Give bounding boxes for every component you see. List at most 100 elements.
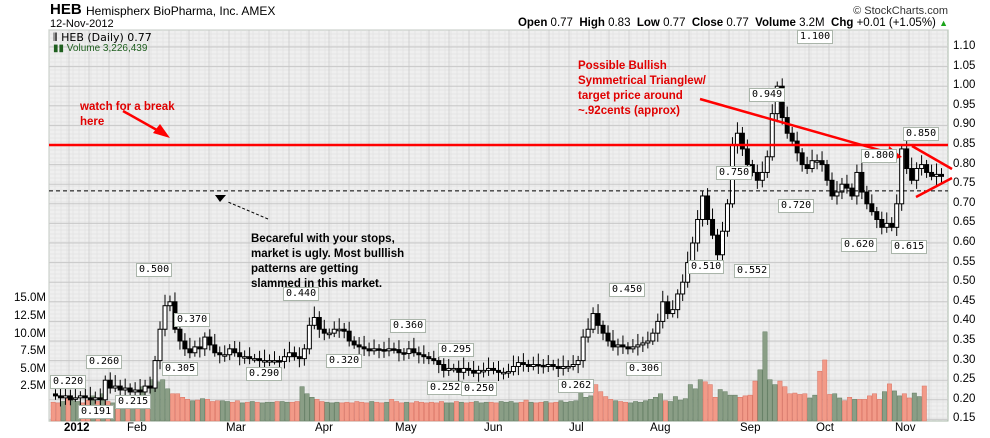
- price-callout: 0.260: [86, 355, 123, 369]
- price-callout: 0.250: [461, 382, 498, 396]
- price-callout: 0.306: [626, 362, 663, 376]
- price-callout: 0.191: [78, 405, 115, 419]
- volume-axis-tick: 15.0M: [14, 292, 46, 305]
- company-name: Hemispherx BioPharma, Inc. AMEX: [86, 4, 276, 18]
- y-axis-tick: 0.50: [953, 275, 976, 288]
- x-axis-tick: Mar: [226, 422, 246, 434]
- y-axis-tick: 0.65: [953, 216, 976, 229]
- annotation-line: ~.92cents (approx): [578, 105, 680, 117]
- price-callout: 0.220: [50, 375, 87, 389]
- price-callout: 0.800: [861, 149, 898, 163]
- volume-axis-tick: 12.5M: [14, 310, 46, 322]
- price-callout: 0.552: [734, 264, 771, 278]
- brand-watermark: © StockCharts.com: [853, 5, 948, 17]
- volume-legend: ▮▮ Volume 3,226,439: [53, 43, 147, 54]
- quote-summary: Open 0.77 High 0.83 Low 0.77 Close 0.77 …: [518, 17, 948, 29]
- annotation-line: target price around: [578, 90, 683, 102]
- up-arrow-icon: ▲: [939, 18, 948, 28]
- y-axis-tick: 0.40: [953, 314, 976, 327]
- y-axis-tick: 0.85: [953, 138, 976, 150]
- volume-axis-tick: 7.5M: [20, 345, 46, 358]
- x-axis-tick: Jul: [569, 422, 584, 434]
- price-callout: 0.215: [115, 395, 152, 409]
- annotation-line: slammed in this market.: [251, 278, 383, 290]
- price-callout: 0.262: [558, 379, 595, 393]
- y-axis-tick: 0.35: [953, 334, 976, 346]
- close-label: Close: [691, 17, 724, 29]
- volume-axis-tick: 2.5M: [20, 380, 46, 393]
- ticker-symbol: HEB: [50, 1, 82, 18]
- x-axis-tick: Aug: [650, 422, 671, 434]
- y-axis-tick: 0.80: [953, 157, 976, 170]
- close-value: 0.77: [726, 17, 749, 29]
- y-axis-tick: 1.00: [953, 79, 976, 92]
- price-callout: 0.720: [778, 199, 815, 213]
- y-axis-tick: 0.90: [953, 118, 976, 131]
- candle-legend-icon: ⫴: [53, 31, 58, 44]
- price-callout: 0.320: [326, 354, 363, 368]
- price-legend-text: HEB (Daily) 0.77: [61, 31, 152, 44]
- x-axis-tick: 2012: [64, 422, 90, 434]
- y-axis-tick: 0.30: [953, 353, 976, 366]
- x-axis-tick: Jun: [484, 422, 503, 434]
- annotation-bullish-triangle: Possible Bullish Symmetrical Trianglew/ …: [578, 59, 706, 119]
- annotation-line: market is ugly. Most bulllish: [251, 248, 405, 260]
- price-callout: 0.450: [609, 283, 646, 297]
- annotation-line: watch for a break: [80, 101, 175, 113]
- price-callout: 0.440: [283, 287, 320, 301]
- low-label: Low: [636, 17, 660, 29]
- y-axis-tick: 0.45: [953, 294, 976, 307]
- annotation-line: Possible Bullish: [578, 60, 667, 72]
- annotation-line: patterns are getting: [251, 263, 359, 275]
- price-callout: 0.949: [749, 88, 786, 102]
- chg-value: +0.01 (+1.05%): [856, 17, 936, 29]
- chart-date: 12-Nov-2012: [50, 18, 114, 30]
- x-axis-tick: Nov: [895, 422, 916, 434]
- price-callout: 0.615: [891, 240, 928, 254]
- price-callout: 0.370: [174, 313, 211, 327]
- high-value: 0.83: [608, 17, 631, 29]
- y-axis-tick: 0.15: [953, 412, 976, 425]
- annotation-line: Becareful with your stops,: [251, 233, 395, 245]
- y-axis-tick: 0.75: [953, 177, 976, 190]
- chg-label: Chg: [831, 17, 854, 29]
- price-callout: 0.360: [390, 319, 427, 333]
- y-axis-tick: 0.60: [953, 236, 976, 248]
- annotation-line: Symmetrical Trianglew/: [578, 75, 706, 87]
- volume-legend-text: Volume 3,226,439: [66, 43, 148, 54]
- price-callout: 0.290: [246, 367, 283, 381]
- price-callout: 0.510: [688, 260, 725, 274]
- y-axis-tick: 0.55: [953, 255, 976, 268]
- y-axis-tick: 1.10: [953, 40, 976, 52]
- x-axis-tick: May: [395, 422, 417, 434]
- annotation-watch-break: watch for a break here: [80, 100, 175, 130]
- price-callout: 0.295: [438, 343, 475, 357]
- x-axis-tick: Feb: [127, 422, 147, 434]
- open-label: Open: [517, 17, 548, 29]
- x-axis-tick: Apr: [315, 422, 333, 434]
- y-axis-tick: 0.95: [953, 98, 976, 111]
- volume-value: 3.2M: [799, 17, 825, 29]
- x-axis-tick: Sep: [740, 422, 761, 434]
- y-axis-tick: 0.25: [953, 373, 976, 386]
- price-callout: 0.850: [903, 127, 940, 141]
- open-value: 0.77: [550, 17, 573, 29]
- price-callout: 1.100: [797, 30, 834, 44]
- price-legend: ⫴ HEB (Daily) 0.77: [53, 31, 152, 45]
- annotation-careful-stops: Becareful with your stops, market is ugl…: [251, 232, 404, 292]
- high-label: High: [579, 17, 605, 29]
- volume-axis-tick: 5.0M: [20, 362, 46, 375]
- price-callout: 0.750: [716, 166, 753, 180]
- annotation-line: here: [80, 116, 105, 128]
- price-callout: 0.252: [427, 381, 464, 395]
- x-axis-tick: Oct: [816, 422, 834, 434]
- price-callout: 0.305: [162, 362, 199, 376]
- low-value: 0.77: [663, 17, 686, 29]
- price-callout: 0.500: [136, 263, 173, 277]
- y-axis-tick: 0.70: [953, 196, 976, 209]
- volume-legend-icon: ▮▮: [53, 43, 65, 54]
- y-axis-tick: 1.05: [953, 59, 976, 72]
- volume-axis-tick: 10.0M: [14, 327, 46, 340]
- price-callout: 0.620: [841, 238, 878, 252]
